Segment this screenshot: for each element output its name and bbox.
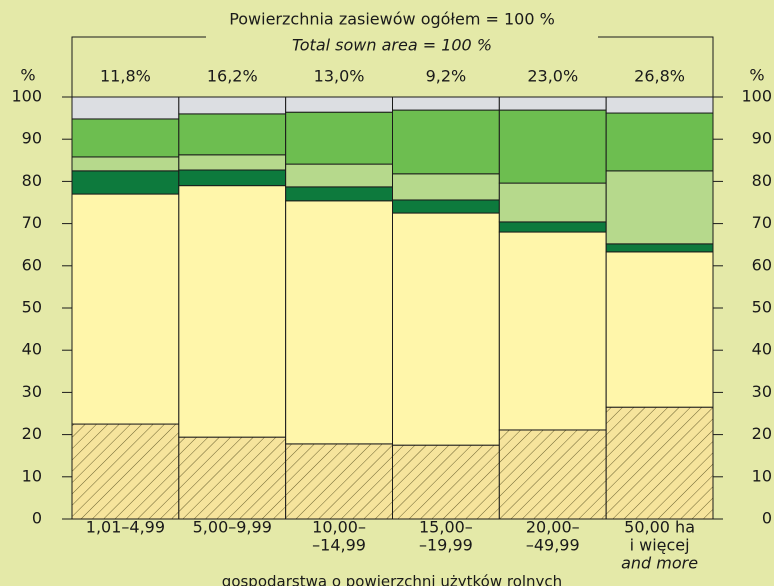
y2-tick-label: 50 (752, 298, 772, 317)
bar-segment (498, 109, 607, 184)
column-label: 26,8% (634, 67, 685, 86)
bar-segment (392, 212, 500, 446)
bar-segment (178, 96, 287, 115)
title-bracket (71, 36, 714, 97)
x-tick-label: 10,00– (312, 518, 366, 537)
bar-segment (71, 156, 180, 172)
y2-tick-label: 40 (752, 340, 772, 359)
bar-segment (605, 406, 714, 520)
column-label: 11,8% (100, 67, 151, 86)
column-label: 9,2% (426, 67, 467, 86)
column-label: 13,0% (314, 67, 365, 86)
x-tick-label: 20,00– (526, 518, 580, 537)
bar-segment (285, 200, 393, 445)
bar-segment (498, 221, 607, 233)
bar-segment (285, 163, 393, 188)
bar-segment (498, 231, 607, 431)
bar-segment (498, 182, 607, 223)
x-tick-label: 1,01–4,99 (86, 518, 165, 537)
bar-segment (605, 112, 714, 172)
bar-segment (392, 444, 500, 520)
x-axis-label: gospodarstwa o powierzchni użytków rolny… (222, 573, 562, 586)
bar-segment (285, 111, 393, 165)
y2-tick-label: 80 (752, 171, 772, 190)
y-tick-label: 40 (22, 340, 42, 359)
y2-tick-label: 0 (762, 509, 772, 528)
bar-segment (605, 243, 714, 253)
bar-segment (71, 118, 180, 158)
y2-tick-label: 100 (741, 87, 772, 106)
bar-segment (71, 170, 180, 195)
bar-segment (392, 109, 500, 175)
bar-segment (285, 186, 393, 202)
y-tick-label: 0 (32, 509, 42, 528)
y-tick-label: 30 (22, 382, 42, 401)
x-tick-label: i więcej (630, 536, 690, 555)
y2-tick-label: 60 (752, 255, 772, 274)
x-tick-label: 50,00 ha (624, 518, 695, 537)
x-tick-label: –49,99 (526, 536, 580, 555)
bar-segment (178, 154, 287, 171)
bar-segment (285, 96, 393, 113)
bar-segment (392, 199, 500, 214)
bar-segment (392, 173, 500, 201)
x-tick-label: 15,00– (419, 518, 473, 537)
x-tick-label: –14,99 (312, 536, 366, 555)
column-label: 16,2% (207, 67, 258, 86)
chart-subtitle: Total sown area = 100 % (292, 36, 492, 55)
y2-tick-label: 30 (752, 382, 772, 401)
y-tick-label: 70 (22, 213, 42, 232)
y-tick-label: 100 (11, 87, 42, 106)
chart-title: Powierzchnia zasiewów ogółem = 100 % (229, 10, 555, 29)
y-tick-label: 80 (22, 171, 42, 190)
bar-segment (178, 169, 287, 187)
y-tick-label: 20 (22, 424, 42, 443)
y2-tick-label: 20 (752, 424, 772, 443)
column-label: 23,0% (527, 67, 578, 86)
bar-segment (498, 429, 607, 520)
y-tick-label: 60 (22, 255, 42, 274)
y2-axis-label: % (749, 66, 764, 85)
bar-segment (498, 96, 607, 111)
y2-tick-label: 70 (752, 213, 772, 232)
y2-tick-label: 90 (752, 129, 772, 148)
y-axis-label: % (20, 66, 35, 85)
y2-tick-label: 10 (752, 466, 772, 485)
y-tick-label: 50 (22, 298, 42, 317)
bar-segment (392, 96, 500, 111)
x-tick-label: 5,00–9,99 (193, 518, 272, 537)
y-tick-label: 10 (22, 466, 42, 485)
bar-segment (178, 436, 287, 520)
y-tick-label: 90 (22, 129, 42, 148)
bar-segment (178, 113, 287, 156)
x-tick-label-translation: and more (621, 554, 698, 573)
bar-segment (71, 423, 180, 520)
bar-segment (71, 96, 180, 120)
bar-segment (605, 170, 714, 245)
bar-segment (605, 251, 714, 408)
x-tick-label: –19,99 (419, 536, 473, 555)
bar-segment (71, 193, 180, 425)
bar-segment (285, 443, 393, 520)
bar-segment (178, 185, 287, 438)
bar-segment (605, 96, 714, 114)
